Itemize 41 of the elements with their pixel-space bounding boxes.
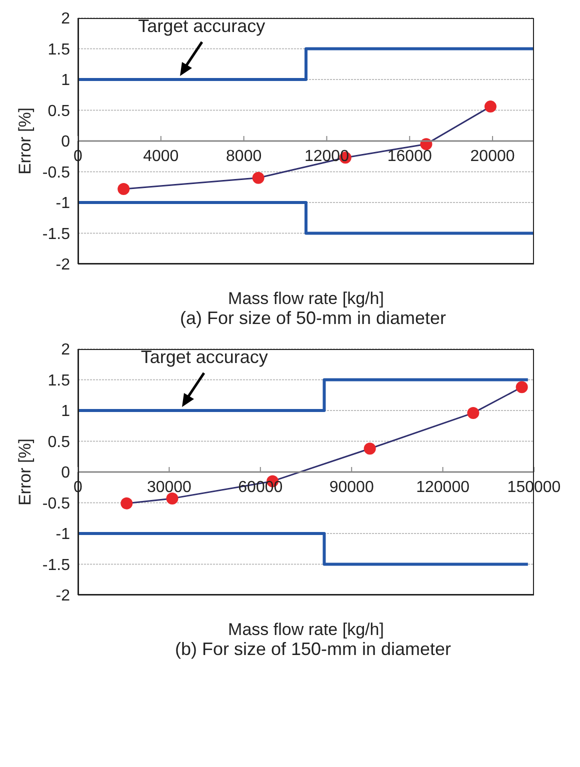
y-tick-label: 0.5 (48, 102, 70, 120)
y-tick-label: 0.5 (48, 434, 70, 451)
x-tick-label: 20000 (470, 148, 515, 165)
x-tick-label: 4000 (143, 148, 179, 165)
y-tick-label: 1.5 (48, 41, 70, 58)
point (166, 492, 178, 504)
x-tick-label: 16000 (387, 148, 432, 165)
point (516, 381, 528, 394)
y-tick-label: 1.5 (48, 372, 70, 390)
point (467, 406, 480, 419)
y-tick-label: 0 (61, 464, 70, 482)
x-tick-label: 90000 (329, 479, 374, 496)
y-tick-label: -0.5 (42, 495, 70, 512)
y-tick-label: 2 (61, 10, 70, 28)
y-tick-label: -1 (56, 526, 70, 544)
x-tick-label: 8000 (226, 148, 262, 165)
y-tick-label: -2 (56, 256, 70, 274)
text: (a) For size of 50-mm in diameter (178, 308, 448, 329)
annotation: Target accuracy (140, 346, 269, 368)
y-tick-label: 2 (61, 342, 70, 359)
y-axis-title: Error [%] (15, 107, 34, 175)
point (118, 182, 130, 195)
y-tick-label: 1 (61, 72, 70, 90)
point (484, 100, 496, 113)
point (120, 497, 133, 510)
y-tick-label: -1.5 (42, 226, 70, 243)
x-tick-label: 30000 (146, 479, 192, 496)
point (364, 442, 376, 455)
y-axis-title: Error [%] (15, 438, 34, 506)
x-tick-label: 120000 (416, 479, 470, 496)
x-axis-title: Mass flow rate [kg/h] (228, 620, 384, 639)
y-tick-label: -1.5 (42, 556, 70, 574)
y-tick-label: -1 (56, 195, 70, 212)
y-tick-label: 0 (61, 134, 70, 151)
y-tick-label: -0.5 (42, 164, 70, 182)
y-tick-label: -2 (56, 588, 70, 605)
text: (b) For size of 150-mm in diameter (174, 639, 452, 660)
point (252, 172, 264, 184)
y-tick-label: 1 (61, 403, 70, 420)
annotation: Target accuracy (137, 16, 266, 36)
x-axis-title: Mass flow rate [kg/h] (228, 289, 384, 308)
